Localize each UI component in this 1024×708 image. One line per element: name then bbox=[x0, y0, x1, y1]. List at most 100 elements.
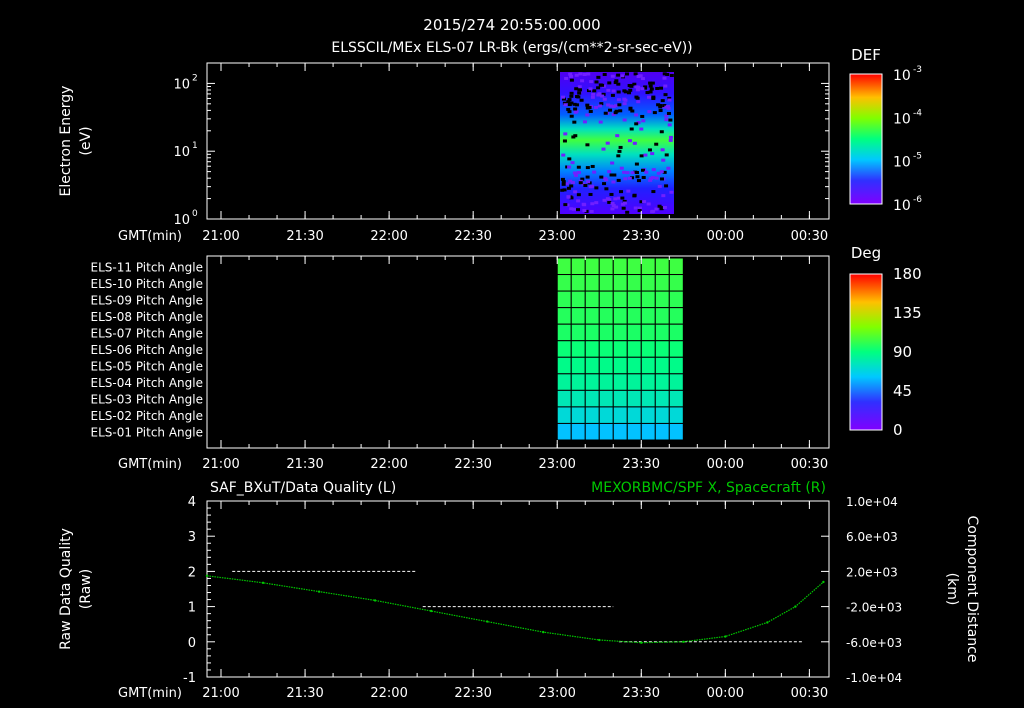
time-tick-label: 00:00 bbox=[707, 457, 744, 472]
spectrogram-speckle-cell bbox=[636, 100, 641, 104]
spectrogram-speckle-cell bbox=[663, 84, 668, 88]
energy-tick-label: 10 bbox=[173, 77, 190, 92]
pitch-cell bbox=[654, 356, 670, 375]
spectrogram-speckle-cell bbox=[590, 202, 595, 206]
pitch-cell bbox=[626, 323, 642, 342]
pitch-cell bbox=[598, 406, 614, 424]
spectrogram-speckle-cell bbox=[651, 168, 656, 172]
spectrogram-speckle-cell bbox=[586, 180, 591, 184]
spectrogram-speckle-cell bbox=[607, 170, 612, 174]
spectrogram-speckle-cell bbox=[611, 112, 616, 116]
def-colorbar-tick-label: 10 bbox=[893, 198, 911, 214]
spectrogram-speckle-cell bbox=[651, 96, 656, 100]
spectrogram-speckle-cell bbox=[596, 75, 601, 79]
spectrogram-speckle-cell bbox=[585, 103, 590, 107]
spectrogram-speckle-cell bbox=[604, 187, 609, 191]
spectrogram-speckle-cell bbox=[640, 87, 645, 91]
spectrogram-speckle-cell bbox=[660, 99, 665, 103]
pitch-cell bbox=[626, 422, 642, 441]
spectrogram-speckle-cell bbox=[569, 114, 574, 118]
spectrogram-speckle-cell bbox=[562, 188, 567, 192]
pitch-cell bbox=[570, 356, 586, 375]
spectrogram-speckle-cell bbox=[645, 91, 650, 95]
spectrogram-speckle-cell bbox=[627, 176, 632, 180]
spectrogram-speckle-cell bbox=[570, 181, 575, 185]
spectrogram-speckle-cell bbox=[592, 170, 597, 174]
spectrogram-speckle-cell bbox=[615, 134, 620, 138]
spectrogram-speckle-cell bbox=[642, 86, 647, 90]
time-tick-label: 00:30 bbox=[791, 686, 828, 701]
spectrogram-speckle-cell bbox=[660, 148, 665, 152]
line-right-ylabel-unit: (km) bbox=[944, 573, 960, 606]
pitch-cell bbox=[584, 340, 600, 358]
left-tick-label: 4 bbox=[188, 495, 196, 510]
spectrogram-speckle-cell bbox=[663, 93, 668, 97]
pitch-time-label: GMT(min) bbox=[118, 457, 182, 472]
pitch-cell bbox=[626, 340, 642, 358]
deg-colorbar-tick-label: 180 bbox=[893, 265, 922, 283]
def-colorbar bbox=[849, 73, 883, 205]
right-tick-label: -2.0e+03 bbox=[846, 601, 902, 615]
spectrogram-speckle-cell bbox=[606, 88, 611, 92]
spectrogram-speckle-cell bbox=[602, 73, 607, 77]
spectrogram-speckle-cell bbox=[561, 153, 566, 157]
time-tick-label: 21:30 bbox=[286, 686, 323, 701]
def-colorbar-tick-exponent: -4 bbox=[913, 108, 922, 118]
pitch-cell bbox=[612, 340, 628, 358]
time-tick-label: 22:00 bbox=[370, 229, 407, 244]
pitch-cell bbox=[570, 389, 586, 408]
spectrogram-speckle-cell bbox=[610, 207, 615, 211]
spectrogram-speckle-cell bbox=[625, 171, 630, 175]
pitch-cell bbox=[640, 307, 656, 325]
spectrogram-speckle-cell bbox=[589, 209, 594, 213]
distance-point bbox=[822, 580, 825, 584]
right-tick-label: 1.0e+04 bbox=[846, 495, 898, 509]
spectrogram-speckle-cell bbox=[577, 88, 582, 92]
spectrogram-speckle-cell bbox=[635, 175, 640, 179]
spectrogram-speckle-cell bbox=[641, 175, 646, 179]
spectrogram-speckle-cell bbox=[578, 181, 583, 185]
spectrogram-speckle-cell bbox=[620, 74, 625, 78]
spectrogram-speckle-cell bbox=[596, 86, 601, 90]
pitch-cell bbox=[556, 406, 572, 424]
spectrogram-speckle-cell bbox=[656, 103, 661, 107]
spectrogram-speckle-cell bbox=[620, 196, 625, 200]
spectrogram-speckle-cell bbox=[576, 193, 581, 197]
spectrogram-speckle-cell bbox=[590, 184, 595, 188]
spectrogram-ylabel-unit: (eV) bbox=[78, 126, 94, 155]
left-tick-label: -1 bbox=[183, 671, 196, 686]
spectrogram-speckle-cell bbox=[580, 177, 585, 181]
spectrogram-speckle-cell bbox=[573, 173, 578, 177]
spectrogram-speckle-cell bbox=[622, 201, 627, 205]
right-tick-label: -6.0e+03 bbox=[846, 636, 902, 650]
spectrogram-speckle-cell bbox=[598, 120, 603, 124]
spectrogram-speckle-cell bbox=[669, 73, 674, 77]
spectrogram-speckle-cell bbox=[576, 208, 581, 212]
spectrogram-speckle-cell bbox=[590, 95, 595, 99]
spectrogram-speckle-cell bbox=[583, 183, 588, 187]
time-tick-label: 21:30 bbox=[286, 229, 323, 244]
spectrogram-speckle-cell bbox=[614, 205, 619, 209]
deg-colorbar-title: Deg bbox=[851, 244, 881, 262]
spectrogram-speckle-cell bbox=[566, 107, 571, 111]
spectrogram-speckle-cell bbox=[633, 72, 638, 76]
pitch-row-label: ELS-07 Pitch Angle bbox=[91, 326, 203, 340]
pitch-cell bbox=[612, 274, 628, 292]
spectrogram-speckle-cell bbox=[609, 192, 614, 196]
spectrogram-speckle-cell bbox=[574, 87, 579, 91]
spectrogram-speckle-cell bbox=[630, 109, 635, 113]
spectrogram-speckle-cell bbox=[654, 176, 659, 180]
spectrogram-speckle-cell bbox=[633, 170, 638, 174]
time-tick-label: 22:00 bbox=[370, 686, 407, 701]
plot-timestamp: 2015/274 20:55:00.000 bbox=[423, 16, 600, 34]
spectrogram-speckle-cell bbox=[662, 170, 667, 174]
pitch-cell bbox=[626, 373, 642, 391]
spectrogram-speckle-cell bbox=[627, 83, 632, 87]
spectrogram-speckle-cell bbox=[567, 165, 572, 169]
spectrogram-speckle-cell bbox=[667, 96, 672, 100]
pitch-cell bbox=[612, 406, 628, 424]
spectrogram-speckle-cell bbox=[655, 86, 660, 90]
spectrogram-speckle-cell bbox=[634, 113, 639, 117]
deg-colorbar-tick-label: 45 bbox=[893, 382, 912, 400]
pitch-cell bbox=[654, 307, 670, 325]
